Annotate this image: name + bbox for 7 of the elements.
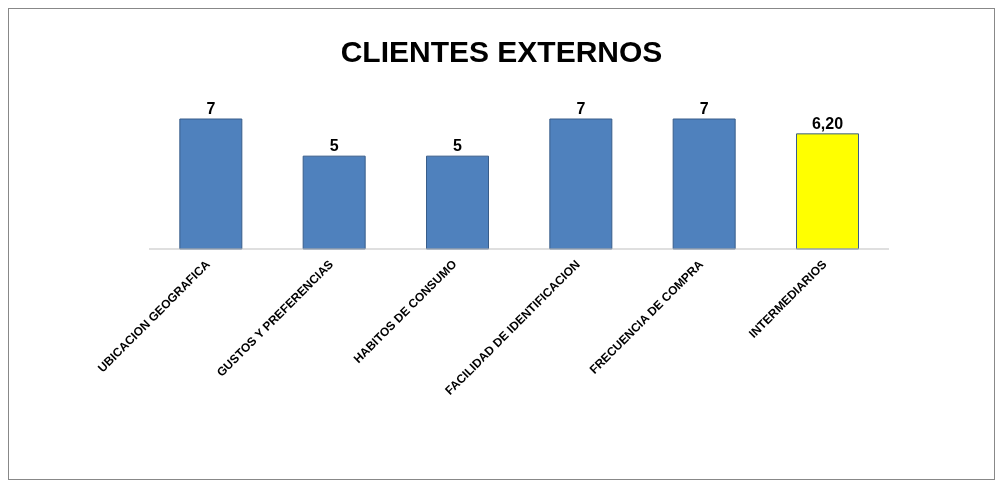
data-label: 7 [576,100,586,117]
data-label: 6,20 [811,114,844,132]
chart-title: CLIENTES EXTERNOS [339,35,664,69]
data-label: 7 [699,100,709,117]
data-label: 7 [206,100,216,117]
data-label: 5 [329,137,339,155]
data-label: 5 [453,137,463,155]
